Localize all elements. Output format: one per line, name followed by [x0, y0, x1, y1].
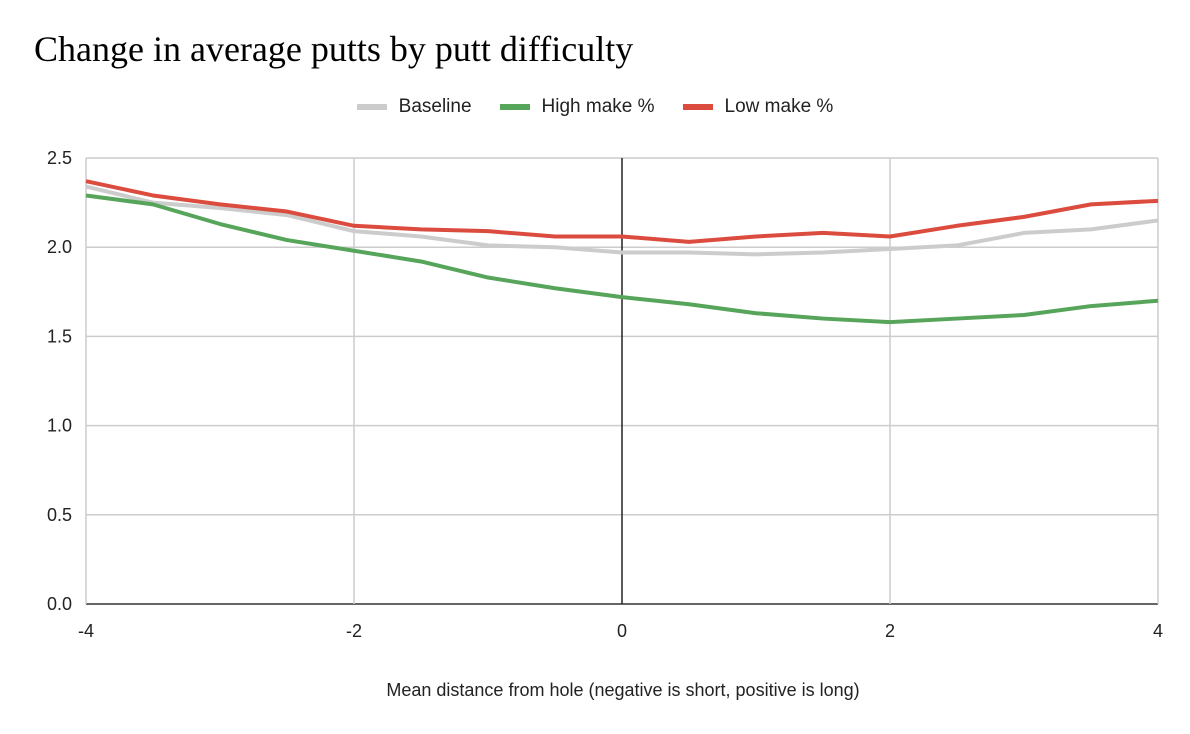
y-tick-label: 0.0: [47, 594, 72, 614]
series-line-high-make-: [85, 193, 1159, 325]
y-tick-label: 2.0: [47, 237, 72, 257]
x-tick-label: 4: [1153, 621, 1163, 641]
series-line-baseline: [85, 184, 1159, 257]
legend-label: Low make %: [724, 96, 834, 117]
x-tick-label: -4: [78, 621, 94, 641]
legend: Baseline High make % Low make %: [0, 96, 1190, 118]
legend-label: High make %: [541, 96, 655, 117]
legend-swatch: [499, 104, 530, 110]
legend-item-high-make: High make %: [499, 96, 655, 118]
y-tick-label: 0.5: [47, 505, 72, 525]
x-tick-label: -2: [346, 621, 362, 641]
x-tick-label: 0: [617, 621, 627, 641]
legend-swatch: [682, 104, 713, 110]
y-tick-label: 1.0: [47, 416, 72, 436]
legend-label: Baseline: [398, 96, 472, 117]
legend-item-baseline: Baseline: [356, 96, 472, 118]
chart-title: Change in average putts by putt difficul…: [34, 29, 634, 69]
legend-swatch: [356, 104, 387, 110]
legend-item-low-make: Low make %: [682, 96, 834, 118]
x-axis-label: Mean distance from hole (negative is sho…: [386, 680, 860, 700]
y-tick-label: 2.5: [47, 148, 72, 168]
x-tick-label: 2: [885, 621, 895, 641]
y-tick-label: 1.5: [47, 326, 72, 346]
series-line-low-make-: [85, 179, 1159, 244]
